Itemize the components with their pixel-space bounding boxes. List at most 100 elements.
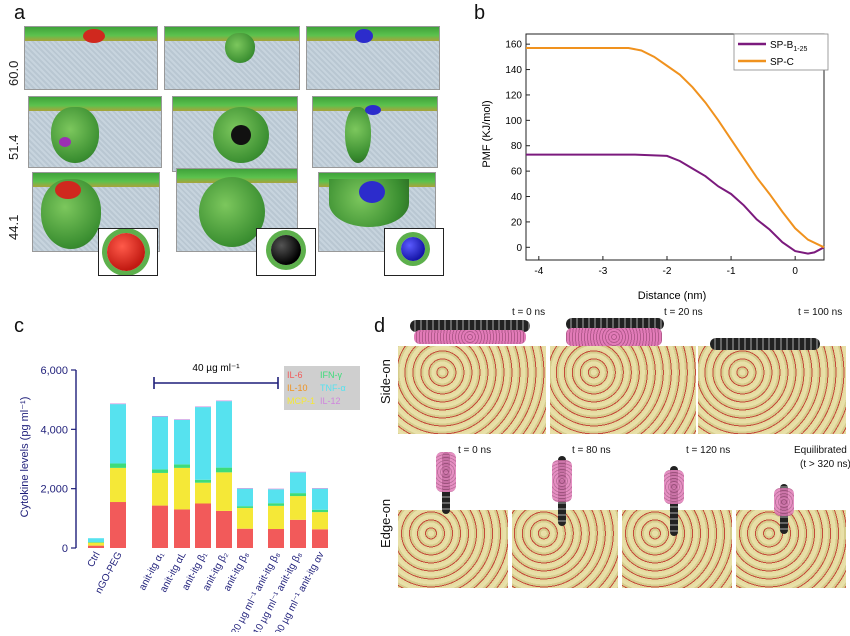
bracket: 40 µg ml⁻¹ <box>153 363 279 389</box>
pmf-ytick-label: 80 <box>511 141 523 152</box>
cytokine-ytick-label: 6,000 <box>40 365 68 377</box>
pmf-xtick-label: -4 <box>534 266 543 277</box>
equilibrated-sub: (t > 320 ns) <box>800 459 850 470</box>
pmf-chart: 0 20 40 60 80 100 120 140 160 -4 -3 -2 -1 0 PMF (KJ/m… <box>481 33 829 302</box>
inset-black-protein <box>256 228 316 276</box>
bar-segment-7-4 <box>268 488 284 490</box>
side-time-1: t = 20 ns <box>664 307 703 318</box>
bar-segment-6-1 <box>237 507 253 529</box>
equilibrated-label: Equilibrated <box>794 445 847 456</box>
pmf-ytick-label: 120 <box>505 90 522 101</box>
bar-segment-8-2 <box>290 493 306 497</box>
legend-il6: IL-6 <box>287 370 303 380</box>
pmf-ytick-label: 0 <box>516 243 522 254</box>
pmf-ytick-label: 60 <box>511 167 523 178</box>
md-side-0 <box>398 346 546 434</box>
inset-red-protein <box>98 228 158 276</box>
pmf-xlabel: Distance (nm) <box>638 290 706 302</box>
cytokine-ytick-label: 0 <box>62 543 68 555</box>
pmf-ytick-label: 40 <box>511 192 523 203</box>
bar-segment-3-4 <box>174 419 190 420</box>
side-on-label: Side-on <box>378 359 393 404</box>
md-side-2 <box>698 346 846 434</box>
svg-text:SP-B1-25: SP-B1-25 <box>770 40 807 53</box>
bar-segment-2-0 <box>152 505 168 548</box>
bar-segment-0-3 <box>88 538 104 543</box>
panel-letter-b: b <box>474 2 486 24</box>
bar-segment-6-0 <box>237 528 253 548</box>
bar-segment-3-1 <box>174 467 190 510</box>
bracket-label: 40 µg ml⁻¹ <box>192 363 240 374</box>
bar-segment-8-4 <box>290 471 306 473</box>
bar-segment-8-3 <box>290 472 306 494</box>
bar-segment-1-0 <box>110 502 126 548</box>
bar-segment-7-3 <box>268 489 284 504</box>
bar-segment-2-1 <box>152 472 168 506</box>
category-label: Ctrl <box>86 550 103 569</box>
legend-spb: SP-B <box>770 40 794 51</box>
bar-segment-7-0 <box>268 529 284 548</box>
bar-segment-5-4 <box>216 400 232 402</box>
bar-segment-7-2 <box>268 503 284 506</box>
panel-letter-d: d <box>374 315 386 337</box>
peg-chains-edge-0 <box>436 452 456 492</box>
peg-chains-edge-3 <box>774 488 794 516</box>
bar-segment-1-1 <box>110 467 126 503</box>
bar-segment-3-2 <box>174 464 190 468</box>
bar-segment-8-1 <box>290 496 306 520</box>
inset-blue-protein <box>384 228 444 276</box>
row-label-51: 51.4 <box>6 134 21 160</box>
panel-letter-a: a <box>14 2 26 24</box>
bar-segment-6-2 <box>237 506 253 508</box>
md-edge-3 <box>736 510 846 588</box>
bar-segment-7-1 <box>268 505 284 530</box>
panel-letter-c: c <box>14 315 24 337</box>
graphene-sheet-side-0 <box>410 320 530 332</box>
pmf-xtick-label: -3 <box>598 266 607 277</box>
cytokine-legend: IL-6 IFN-γ IL-10 TNF-α MCP-1 IL-12 <box>284 366 360 410</box>
bar-segment-5-0 <box>216 510 232 548</box>
cytokine-ytick-label: 4,000 <box>40 424 68 436</box>
bar-segment-0-0 <box>88 545 104 548</box>
bar-segment-5-3 <box>216 401 232 468</box>
bar-segment-0-2 <box>88 542 104 543</box>
sim-frame-a1 <box>24 26 158 90</box>
edge-time-0: t = 0 ns <box>458 445 492 456</box>
bar-segment-2-2 <box>152 469 168 473</box>
bar-segment-4-2 <box>195 479 211 483</box>
bar-segment-3-0 <box>174 509 190 548</box>
bar-segment-5-1 <box>216 472 232 511</box>
bar-segment-4-4 <box>195 406 211 408</box>
pmf-xtick-label: -2 <box>663 266 672 277</box>
sim-frame-b2 <box>172 96 298 172</box>
peg-chains-edge-2 <box>664 470 684 504</box>
pmf-series-line-1 <box>526 46 825 249</box>
edge-time-1: t = 80 ns <box>572 445 611 456</box>
sim-frame-c1 <box>32 172 160 252</box>
bar-segment-9-4 <box>312 488 328 489</box>
legend-spb-sub: 1-25 <box>793 46 807 53</box>
legend-spc: SP-C <box>770 57 794 68</box>
bar-segment-9-3 <box>312 488 328 510</box>
legend-ifn: IFN-γ <box>320 370 342 380</box>
pmf-ytick-label: 140 <box>505 65 522 76</box>
pmf-plot-frame <box>525 33 825 261</box>
sim-frame-a2 <box>164 26 300 90</box>
sim-frame-b3 <box>312 96 438 168</box>
pmf-ylabel: PMF (KJ/mol) <box>481 100 493 167</box>
pmf-ytick-label: 160 <box>505 40 522 51</box>
bar-segment-4-3 <box>195 407 211 480</box>
row-label-60: 60.0 <box>6 60 21 86</box>
side-time-0: t = 0 ns <box>512 307 546 318</box>
edge-on-label: Edge-on <box>378 498 393 548</box>
sim-frame-a3 <box>306 26 440 90</box>
bar-segment-2-3 <box>152 416 168 470</box>
cytokine-ylabel: Cytokine levels (pg ml⁻¹) <box>19 397 31 518</box>
legend-mcp: MCP-1 <box>287 396 315 406</box>
bar-segment-6-3 <box>237 488 253 507</box>
bar-segment-2-4 <box>152 415 168 417</box>
bar-segment-9-1 <box>312 512 328 530</box>
row-label-44: 44.1 <box>6 214 21 240</box>
bar-segment-9-2 <box>312 509 328 513</box>
